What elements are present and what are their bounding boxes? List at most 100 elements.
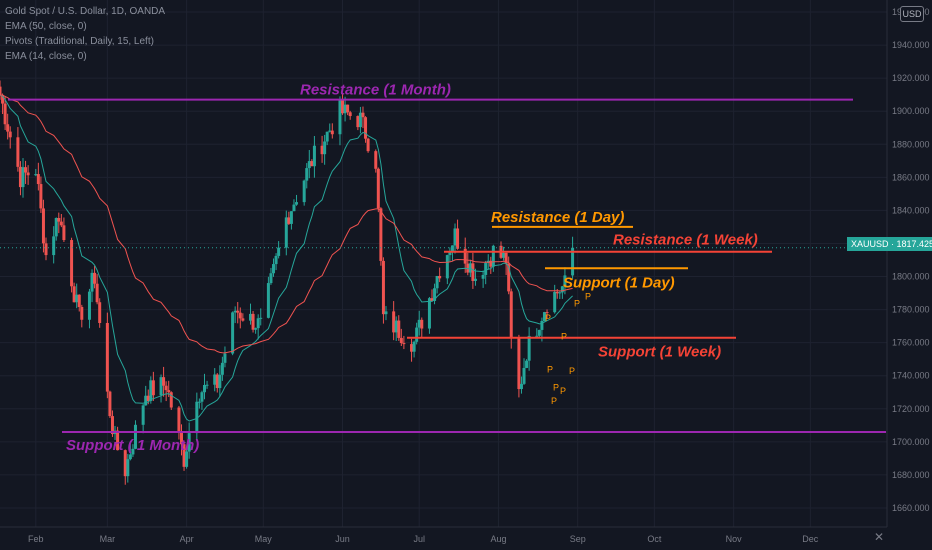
candle-body bbox=[93, 272, 97, 284]
x-tick-label: Apr bbox=[180, 534, 194, 544]
candle-body bbox=[110, 416, 114, 435]
candle-body bbox=[1, 94, 5, 104]
candle-body bbox=[471, 263, 475, 281]
candle-body bbox=[415, 327, 419, 342]
candle-body bbox=[241, 318, 245, 321]
candle-body bbox=[236, 310, 240, 313]
candle-body bbox=[205, 384, 209, 386]
candle-body bbox=[412, 341, 416, 352]
candle-body bbox=[41, 208, 45, 244]
pivot-marker: P bbox=[560, 386, 566, 396]
candle-body bbox=[381, 260, 385, 315]
candle-body bbox=[384, 311, 388, 315]
candle-body bbox=[312, 145, 316, 167]
pivot-marker: P bbox=[547, 364, 553, 374]
candle-body bbox=[223, 353, 227, 363]
candle-body bbox=[98, 302, 102, 323]
candle-body bbox=[287, 217, 291, 224]
candle-body bbox=[320, 145, 324, 155]
y-tick-label: 1800.000 bbox=[892, 272, 930, 282]
candle-body bbox=[325, 131, 329, 142]
x-tick-label: Oct bbox=[647, 534, 662, 544]
y-tick-label: 1740.000 bbox=[892, 371, 930, 381]
candle-body bbox=[502, 252, 506, 258]
x-tick-label: Dec bbox=[802, 534, 819, 544]
candle-body bbox=[187, 433, 191, 452]
candle-body bbox=[346, 104, 350, 113]
candle-body bbox=[116, 430, 120, 451]
candle-body bbox=[450, 245, 454, 253]
candle-body bbox=[361, 112, 365, 118]
candle-body bbox=[149, 380, 153, 401]
candle-body bbox=[77, 294, 81, 307]
pivot-marker: P bbox=[574, 298, 580, 308]
candle-body bbox=[220, 362, 224, 375]
level-label: Support (1 Day) bbox=[563, 274, 675, 291]
candle-body bbox=[231, 312, 235, 354]
candle-body bbox=[323, 141, 327, 155]
y-tick-label: 1780.000 bbox=[892, 305, 930, 315]
candle-body bbox=[159, 377, 163, 396]
candle-body bbox=[266, 283, 270, 318]
pivot-marker: P bbox=[561, 331, 567, 341]
candle-body bbox=[484, 262, 488, 275]
candle-body bbox=[379, 208, 383, 261]
currency-badge[interactable]: USD bbox=[900, 6, 924, 22]
candle-body bbox=[356, 116, 360, 128]
candle-body bbox=[59, 221, 63, 226]
y-tick-label: 1700.000 bbox=[892, 437, 930, 447]
candle-body bbox=[177, 407, 181, 432]
candle-body bbox=[8, 131, 12, 138]
pivot-marker: P bbox=[553, 383, 559, 393]
candle-body bbox=[197, 401, 201, 403]
x-tick-label: Feb bbox=[28, 534, 44, 544]
candle-body bbox=[295, 202, 299, 205]
candle-body bbox=[560, 286, 564, 293]
candle-body bbox=[44, 243, 48, 256]
candle-body bbox=[128, 454, 132, 460]
y-tick-label: 1900.000 bbox=[892, 106, 930, 116]
candle-body bbox=[169, 392, 173, 408]
candle-body bbox=[420, 319, 424, 329]
candle-body bbox=[491, 245, 495, 267]
candle-body bbox=[302, 180, 306, 203]
y-tick-label: 1660.000 bbox=[892, 503, 930, 513]
candle-body bbox=[509, 291, 513, 338]
candle-body bbox=[463, 248, 467, 264]
level-label: Resistance (1 Week) bbox=[613, 232, 758, 249]
candle-body bbox=[133, 424, 137, 449]
candle-body bbox=[272, 264, 276, 274]
candle-body bbox=[397, 320, 401, 338]
candle-body bbox=[105, 322, 109, 392]
candle-body bbox=[435, 275, 439, 289]
candle-body bbox=[167, 390, 171, 393]
candle-body bbox=[341, 99, 345, 114]
candle-body bbox=[80, 306, 84, 320]
candle-body bbox=[343, 104, 347, 114]
pivot-marker: P bbox=[569, 366, 575, 376]
candle-body bbox=[507, 263, 511, 292]
candle-body bbox=[473, 278, 477, 281]
candle-body bbox=[456, 228, 460, 249]
candle-body bbox=[6, 124, 10, 132]
candle-body bbox=[179, 431, 183, 445]
candle-body bbox=[26, 172, 30, 176]
candle-body bbox=[430, 298, 434, 301]
level-label: Resistance (1 Month) bbox=[300, 82, 451, 99]
y-tick-label: 1720.000 bbox=[892, 404, 930, 414]
pivot-marker: P bbox=[545, 313, 551, 323]
candle-body bbox=[95, 283, 99, 303]
candle-body bbox=[0, 86, 2, 95]
x-tick-label: May bbox=[255, 534, 273, 544]
level-label: Support ( 1 Month) bbox=[66, 437, 199, 454]
candle-body bbox=[376, 168, 380, 209]
close-icon[interactable]: ✕ bbox=[874, 530, 885, 544]
candle-body bbox=[292, 204, 296, 212]
candle-body bbox=[39, 184, 43, 209]
candle-body bbox=[131, 448, 135, 455]
candle-body bbox=[563, 275, 567, 287]
candle-body bbox=[410, 344, 414, 352]
candle-body bbox=[348, 112, 352, 117]
candle-body bbox=[70, 240, 74, 287]
